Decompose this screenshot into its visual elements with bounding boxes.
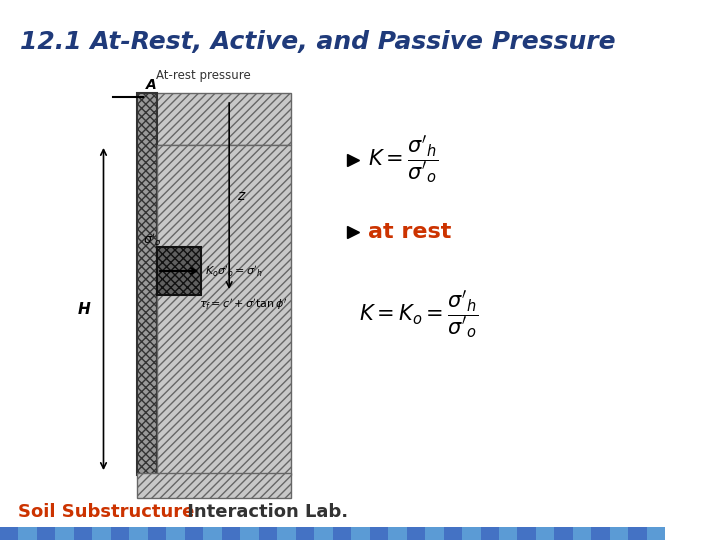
Bar	[499, 527, 518, 540]
Bar	[203, 527, 222, 540]
Bar	[536, 527, 554, 540]
Bar	[222, 527, 240, 540]
Bar	[480, 527, 499, 540]
Text: $K = \dfrac{\sigma'_h}{\sigma'_o}$: $K = \dfrac{\sigma'_h}{\sigma'_o}$	[368, 134, 438, 186]
Text: z: z	[237, 189, 244, 203]
Bar	[388, 527, 407, 540]
Text: 12.1 At-Rest, Active, and Passive Pressure: 12.1 At-Rest, Active, and Passive Pressu…	[20, 30, 616, 54]
Bar	[111, 527, 130, 540]
Bar	[37, 527, 55, 540]
Bar	[277, 527, 296, 540]
Text: H: H	[78, 302, 91, 318]
Text: A: A	[146, 78, 157, 92]
Text: Interaction Lab.: Interaction Lab.	[181, 503, 348, 521]
Bar	[185, 527, 203, 540]
Bar	[407, 527, 425, 540]
Bar	[647, 527, 665, 540]
Text: At-rest pressure: At-rest pressure	[156, 69, 251, 82]
Text: at rest: at rest	[368, 222, 451, 242]
Bar	[240, 527, 258, 540]
Bar	[369, 527, 388, 540]
Bar	[157, 145, 291, 475]
Bar	[74, 527, 92, 540]
Bar	[610, 527, 629, 540]
Bar	[462, 527, 480, 540]
Text: $\tau_f = c' + \sigma' \tan \phi'$: $\tau_f = c' + \sigma' \tan \phi'$	[199, 297, 287, 312]
Bar	[444, 527, 462, 540]
Bar	[314, 527, 333, 540]
Bar	[351, 527, 369, 540]
Bar	[0, 527, 19, 540]
Bar	[55, 527, 74, 540]
Bar	[258, 527, 277, 540]
Bar	[166, 527, 185, 540]
Bar	[19, 527, 37, 540]
Text: Soil Substructure: Soil Substructure	[19, 503, 195, 521]
Bar	[92, 527, 111, 540]
Text: $\sigma'_o$: $\sigma'_o$	[143, 232, 161, 248]
Bar	[148, 527, 166, 540]
Bar	[137, 93, 157, 475]
Bar	[143, 93, 291, 145]
Text: $K = K_o = \dfrac{\sigma'_h}{\sigma'_o}$: $K = K_o = \dfrac{\sigma'_h}{\sigma'_o}$	[359, 289, 477, 341]
Bar	[554, 527, 573, 540]
Bar	[629, 527, 647, 540]
Bar	[518, 527, 536, 540]
Bar	[573, 527, 591, 540]
Bar	[130, 527, 148, 540]
Bar	[333, 527, 351, 540]
Bar	[137, 473, 291, 498]
Text: $K_o\sigma'_o = \sigma'_h$: $K_o\sigma'_o = \sigma'_h$	[205, 265, 263, 279]
Bar	[296, 527, 314, 540]
Bar	[591, 527, 610, 540]
Bar	[425, 527, 444, 540]
Bar	[157, 247, 202, 295]
